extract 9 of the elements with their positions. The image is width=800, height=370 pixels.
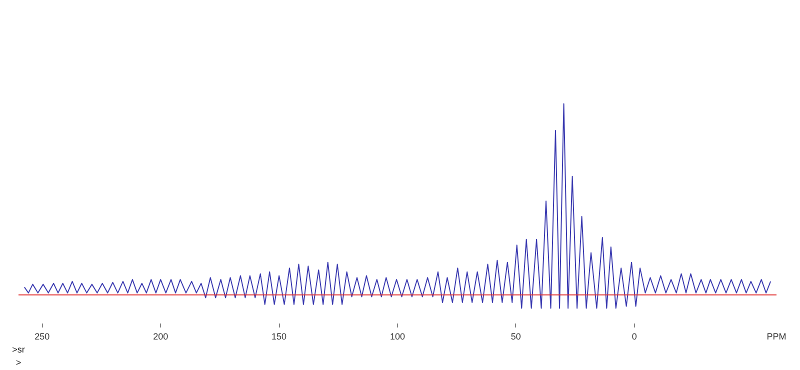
x-tick-label: 200 [153,332,168,342]
x-tick-label: 50 [510,332,521,342]
x-tick-label: 150 [272,332,287,342]
x-tick-label: 0 [632,332,637,342]
text: > [16,358,22,368]
x-tick-label: 100 [390,332,406,342]
x-tick-label: 250 [34,332,50,342]
x-axis-title: PPM [766,332,786,342]
text: >sr [12,344,25,354]
